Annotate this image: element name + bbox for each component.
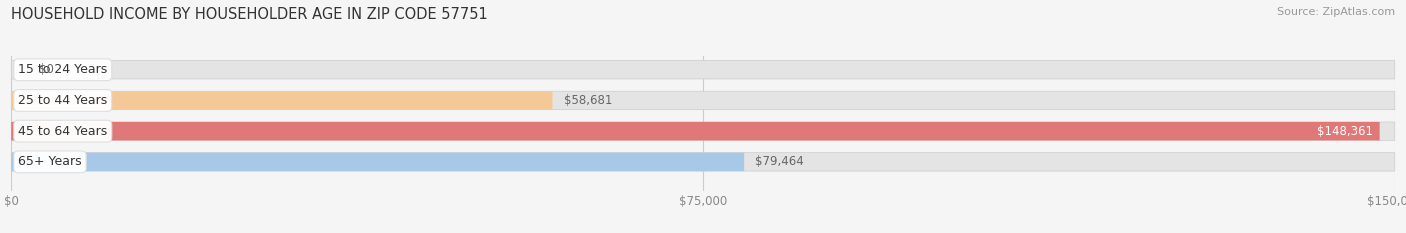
Text: $79,464: $79,464 — [755, 155, 804, 168]
Text: 15 to 24 Years: 15 to 24 Years — [18, 63, 107, 76]
Text: $0: $0 — [39, 63, 53, 76]
FancyBboxPatch shape — [11, 122, 1395, 140]
FancyBboxPatch shape — [11, 91, 1395, 110]
Text: $148,361: $148,361 — [1316, 125, 1372, 138]
FancyBboxPatch shape — [11, 122, 1379, 140]
Text: Source: ZipAtlas.com: Source: ZipAtlas.com — [1277, 7, 1395, 17]
FancyBboxPatch shape — [11, 61, 1395, 79]
Text: 65+ Years: 65+ Years — [18, 155, 82, 168]
FancyBboxPatch shape — [11, 153, 1395, 171]
Text: 25 to 44 Years: 25 to 44 Years — [18, 94, 107, 107]
FancyBboxPatch shape — [11, 91, 553, 110]
Text: HOUSEHOLD INCOME BY HOUSEHOLDER AGE IN ZIP CODE 57751: HOUSEHOLD INCOME BY HOUSEHOLDER AGE IN Z… — [11, 7, 488, 22]
Text: 45 to 64 Years: 45 to 64 Years — [18, 125, 107, 138]
Text: $58,681: $58,681 — [564, 94, 612, 107]
FancyBboxPatch shape — [11, 153, 744, 171]
